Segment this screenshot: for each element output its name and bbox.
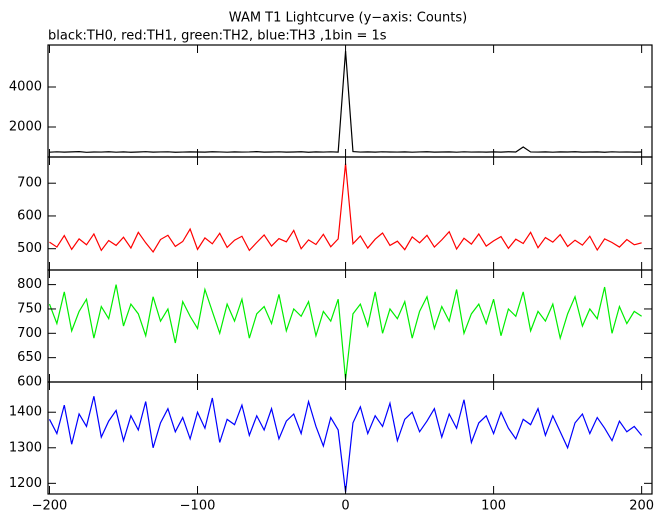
y-tick-label: 1400 bbox=[9, 405, 42, 420]
y-tick-label: 700 bbox=[17, 176, 42, 191]
chart-title: WAM T1 Lightcurve (y−axis: Counts) bbox=[229, 11, 467, 26]
y-tick-label: 4000 bbox=[9, 80, 42, 95]
panel-frame bbox=[47, 44, 653, 158]
panel-frame bbox=[47, 269, 653, 383]
x-tick-label: −200 bbox=[32, 499, 68, 514]
x-tick-label: −100 bbox=[180, 499, 216, 514]
series-line bbox=[48, 396, 643, 493]
y-tick-label: 1300 bbox=[9, 440, 42, 455]
y-tick-label: 500 bbox=[17, 241, 42, 256]
y-tick-label: 800 bbox=[17, 277, 42, 292]
series-line bbox=[48, 284, 642, 380]
y-tick-label: 650 bbox=[17, 350, 42, 365]
series-line bbox=[49, 50, 642, 153]
y-tick-label: 600 bbox=[17, 375, 42, 390]
y-tick-label: 2000 bbox=[9, 120, 42, 135]
y-tick-label: 700 bbox=[17, 326, 42, 341]
x-tick-label: 100 bbox=[481, 499, 506, 514]
panel-frame bbox=[47, 381, 653, 495]
series-line bbox=[49, 163, 642, 254]
y-tick-label: 1200 bbox=[9, 476, 42, 491]
y-tick-label: 750 bbox=[17, 301, 42, 316]
x-tick-label: 200 bbox=[629, 499, 654, 514]
chart-subtitle: black:TH0, red:TH1, green:TH2, blue:TH3 … bbox=[48, 29, 387, 44]
x-tick-label: 0 bbox=[341, 499, 349, 514]
y-tick-label: 600 bbox=[17, 208, 42, 223]
